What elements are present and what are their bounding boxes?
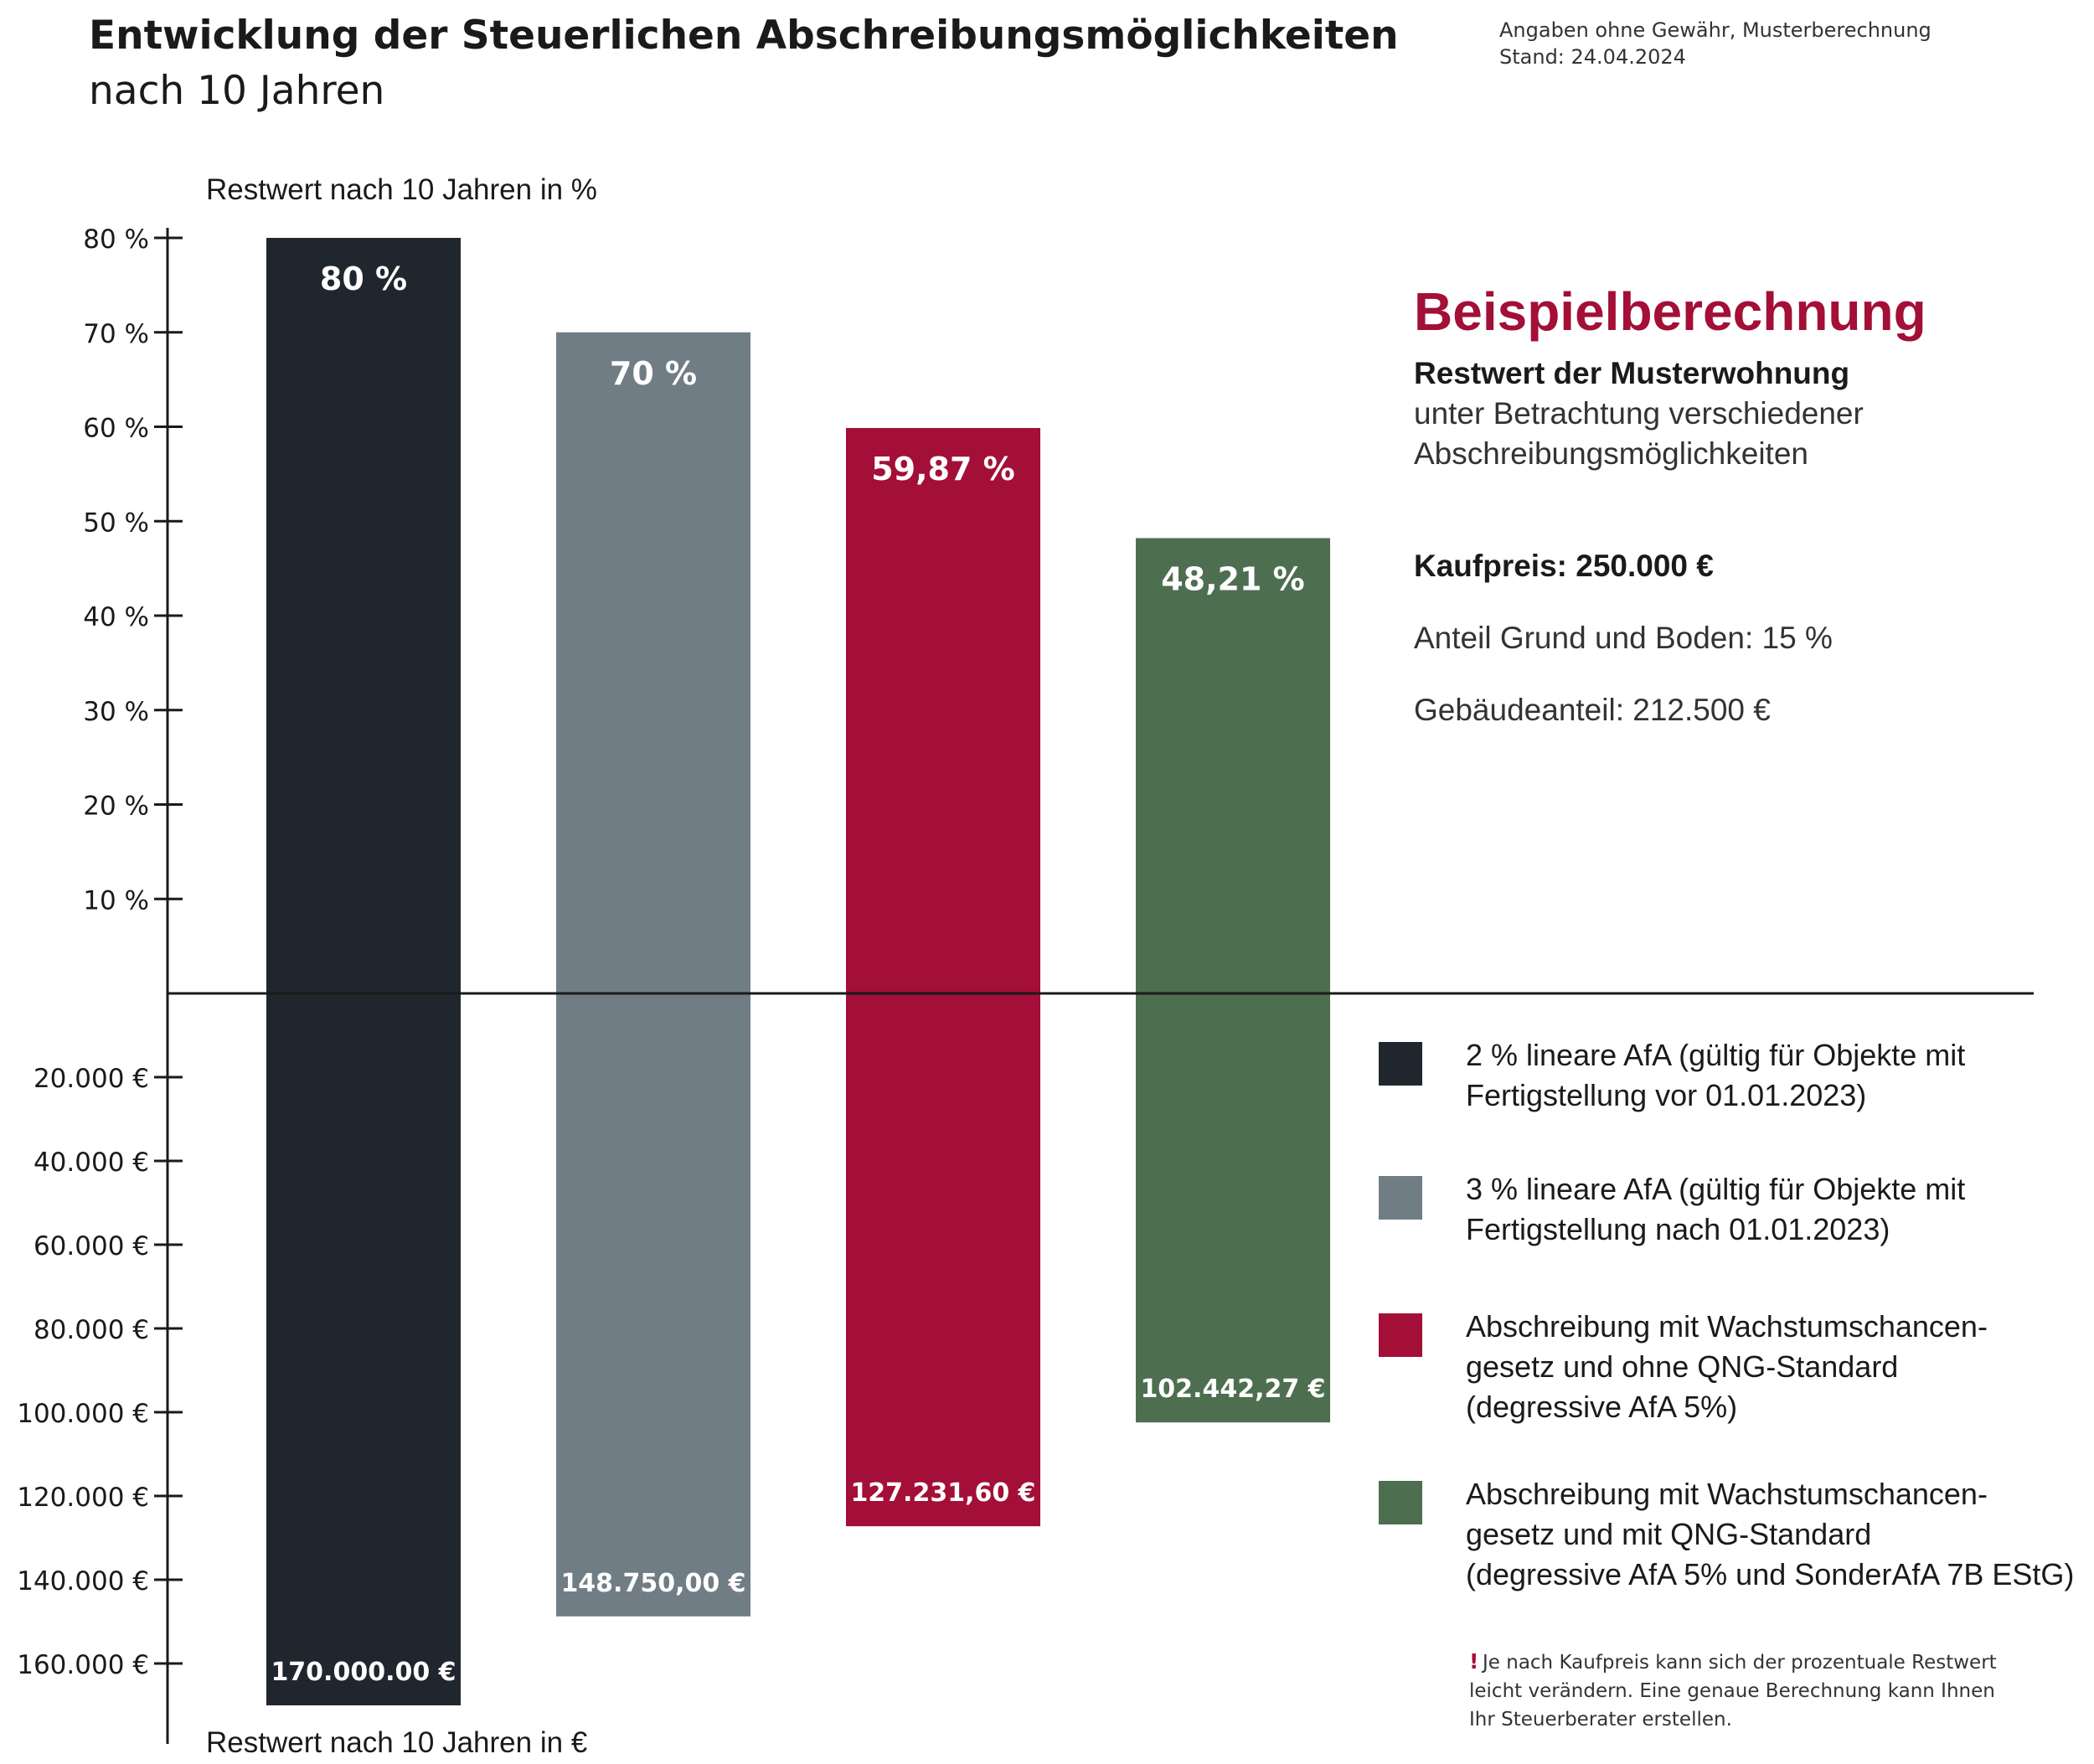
bar-euro-label-3: 127.231,60 € <box>850 1478 1035 1508</box>
upper-tick-label: 40 % <box>83 602 149 632</box>
legend-item-2-line-1: 3 % lineare AfA (gültig für Objekte mit <box>1466 1172 1965 1206</box>
bar-1 <box>266 238 461 1705</box>
legend-item-4-line-1: Abschreibung mit Wachstumschancen- <box>1466 1477 1988 1511</box>
legend-item-4-line-3: (degressive AfA 5% und SonderAfA 7B EStG… <box>1466 1557 2074 1591</box>
lower-tick-label: 100.000 € <box>17 1399 149 1429</box>
panel-desc-line-2: Abschreibungsmöglichkeiten <box>1414 436 1808 471</box>
panel-desc-line-1: unter Betrachtung verschiedener <box>1414 396 1864 431</box>
panel-grund-boden: Anteil Grund und Boden: 15 % <box>1414 621 1833 655</box>
panel-gebaeude: Gebäudeanteil: 212.500 € <box>1414 693 1771 727</box>
chart-subtitle: nach 10 Jahren <box>89 68 384 114</box>
bar-4 <box>1136 538 1330 1423</box>
lower-tick-label: 80.000 € <box>34 1315 149 1345</box>
upper-tick-label: 30 % <box>83 697 149 727</box>
legend-item-1-line-1: 2 % lineare AfA (gültig für Objekte mit <box>1466 1038 1965 1072</box>
lower-tick-label: 120.000 € <box>17 1483 149 1513</box>
panel-heading: Beispielberechnung <box>1414 281 1926 342</box>
panel-subheading: Restwert der Musterwohnung <box>1414 356 1849 390</box>
lower-tick-label: 60.000 € <box>34 1231 149 1261</box>
legend-item-3-line-2: gesetz und ohne QNG-Standard <box>1466 1349 1898 1384</box>
lower-axis-label: Restwert nach 10 Jahren in € <box>206 1726 587 1759</box>
legend-swatch-1 <box>1379 1042 1422 1086</box>
legend-item-4-line-2: gesetz und mit QNG-Standard <box>1466 1517 1871 1551</box>
lower-tick-label: 160.000 € <box>17 1650 149 1680</box>
legend-swatch-3 <box>1379 1313 1422 1357</box>
bar-2 <box>556 332 750 1617</box>
upper-tick-label: 50 % <box>83 508 149 538</box>
bar-percent-label-1: 80 % <box>320 260 407 297</box>
legend-item-2-line-2: Fertigstellung nach 01.01.2023) <box>1466 1212 1890 1246</box>
bar-euro-label-4: 102.442,27 € <box>1140 1375 1325 1404</box>
upper-tick-label: 80 % <box>83 224 149 255</box>
footnote-line-2: leicht verändern. Eine genaue Berechnung… <box>1469 1680 1995 1702</box>
disclaimer-line-1: Angaben ohne Gewähr, Musterberechnung <box>1499 18 1932 42</box>
upper-tick-label: 10 % <box>83 885 149 916</box>
bar-3 <box>846 427 1040 1527</box>
bar-euro-label-2: 148.750,00 € <box>560 1569 745 1598</box>
panel-kaufpreis: Kaufpreis: 250.000 € <box>1414 549 1714 583</box>
bar-euro-label-1: 170.000.00 € <box>271 1658 456 1687</box>
lower-tick-label: 40.000 € <box>34 1148 149 1178</box>
lower-tick-label: 20.000 € <box>34 1064 149 1094</box>
upper-tick-label: 60 % <box>83 414 149 444</box>
legend-item-1-line-2: Fertigstellung vor 01.01.2023) <box>1466 1078 1866 1112</box>
bar-percent-label-4: 48,21 % <box>1161 560 1305 597</box>
bars-layer: 80 % 170.000.00 € 70 % 148.750,00 € 59,87 % 1… <box>266 238 1330 1705</box>
footnote-line-3: Ihr Steuerberater erstellen. <box>1469 1709 1732 1730</box>
upper-axis-label: Restwert nach 10 Jahren in % <box>206 173 597 206</box>
legend-item-3-line-1: Abschreibung mit Wachstumschancen- <box>1466 1309 1988 1344</box>
axis-layer: 10 % 20 % 30 % 40 % 50 % 60 % 70 % 80 % 20.000 €… <box>17 224 2034 1744</box>
legend-swatch-4 <box>1379 1481 1422 1524</box>
bar-percent-label-3: 59,87 % <box>871 451 1015 487</box>
legend-item-3-line-3: (degressive AfA 5%) <box>1466 1390 1737 1424</box>
bar-percent-label-2: 70 % <box>610 355 697 392</box>
legend: 2 % lineare AfA (gültig für Objekte mit F… <box>1379 1038 2074 1591</box>
footnote-mark: ! <box>1469 1649 1478 1674</box>
upper-tick-label: 20 % <box>83 792 149 822</box>
upper-tick-label: 70 % <box>83 319 149 349</box>
chart-title: Entwicklung der Steuerlichen Abschreibun… <box>89 13 1399 59</box>
disclaimer-line-2: Stand: 24.04.2024 <box>1499 45 1686 69</box>
legend-swatch-2 <box>1379 1176 1422 1220</box>
lower-tick-label: 140.000 € <box>17 1566 149 1596</box>
footnote-line-1: Je nach Kaufpreis kann sich der prozentu… <box>1481 1652 1997 1674</box>
